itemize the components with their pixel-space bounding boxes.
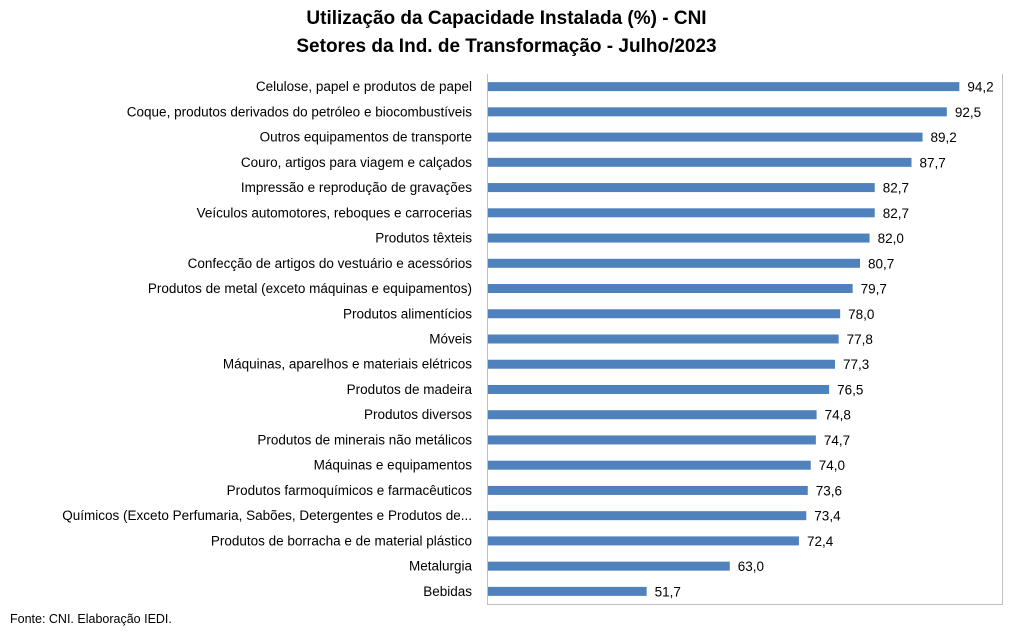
category-label: Móveis <box>429 332 472 347</box>
value-label: 73,6 <box>816 483 842 498</box>
value-label: 78,0 <box>848 307 874 322</box>
category-label: Bebidas <box>423 584 472 599</box>
value-label: 87,7 <box>920 155 946 170</box>
bar <box>488 359 835 369</box>
value-label: 51,7 <box>655 584 681 599</box>
value-label: 72,4 <box>807 534 834 549</box>
category-label: Produtos de borracha e de material plást… <box>211 533 472 548</box>
category-label: Produtos têxteis <box>375 231 472 246</box>
value-label: 63,0 <box>738 559 764 574</box>
bar <box>488 561 730 571</box>
bar <box>488 536 799 546</box>
bar <box>488 485 808 495</box>
bar <box>488 258 861 268</box>
bar <box>488 309 841 319</box>
bar <box>488 208 875 218</box>
value-label: 89,2 <box>931 130 957 145</box>
value-label: 73,4 <box>814 509 841 524</box>
bar <box>488 435 816 445</box>
category-label: Confecção de artigos do vestuário e aces… <box>188 256 473 271</box>
category-label: Produtos diversos <box>364 407 472 422</box>
source-note: Fonte: CNI. Elaboração IEDI. <box>10 612 172 626</box>
value-label: 76,5 <box>837 382 863 397</box>
bar <box>488 384 830 394</box>
bar <box>488 132 923 142</box>
category-label: Produtos de minerais não metálicos <box>257 432 472 447</box>
value-label: 79,7 <box>861 282 887 297</box>
value-label: 92,5 <box>955 105 981 120</box>
value-label: 82,7 <box>883 181 909 196</box>
value-label: 74,8 <box>825 408 851 423</box>
category-label: Coque, produtos derivados do petróleo e … <box>127 104 472 119</box>
bar <box>488 157 912 167</box>
category-label: Couro, artigos para viagem e calçados <box>241 155 472 170</box>
bar <box>488 334 839 344</box>
category-label: Celulose, papel e produtos de papel <box>256 79 472 94</box>
bar <box>488 82 960 92</box>
category-label: Produtos de metal (exceto máquinas e equ… <box>148 281 472 296</box>
chart-title: Utilização da Capacidade Instalada (%) -… <box>306 8 707 29</box>
value-label: 74,0 <box>819 458 845 473</box>
bar <box>488 511 807 521</box>
bar <box>488 586 647 596</box>
bar <box>488 284 853 294</box>
category-label: Máquinas, aparelhos e materiais elétrico… <box>223 357 472 372</box>
category-label: Metalurgia <box>409 559 473 574</box>
value-label: 82,0 <box>878 231 904 246</box>
bar <box>488 107 947 117</box>
category-label: Veículos automotores, reboques e carroce… <box>197 205 473 220</box>
category-label: Produtos alimentícios <box>343 306 472 321</box>
chart-subtitle: Setores da Ind. de Transformação - Julho… <box>296 36 717 57</box>
category-label: Outros equipamentos de transporte <box>260 130 472 145</box>
value-label: 77,8 <box>847 332 873 347</box>
category-label: Máquinas e equipamentos <box>314 458 473 473</box>
bar <box>488 183 875 193</box>
category-label: Químicos (Exceto Perfumaria, Sabões, Det… <box>62 508 472 523</box>
category-label: Produtos de madeira <box>347 382 473 397</box>
bar <box>488 460 811 470</box>
value-label: 74,7 <box>824 433 850 448</box>
value-label: 77,3 <box>843 357 869 372</box>
value-label: 94,2 <box>967 80 993 95</box>
category-label: Impressão e reprodução de gravações <box>241 180 472 195</box>
bar <box>488 410 817 420</box>
bar <box>488 233 870 243</box>
category-label: Produtos farmoquímicos e farmacêuticos <box>227 483 473 498</box>
value-label: 82,7 <box>883 206 909 221</box>
value-label: 80,7 <box>868 256 894 271</box>
